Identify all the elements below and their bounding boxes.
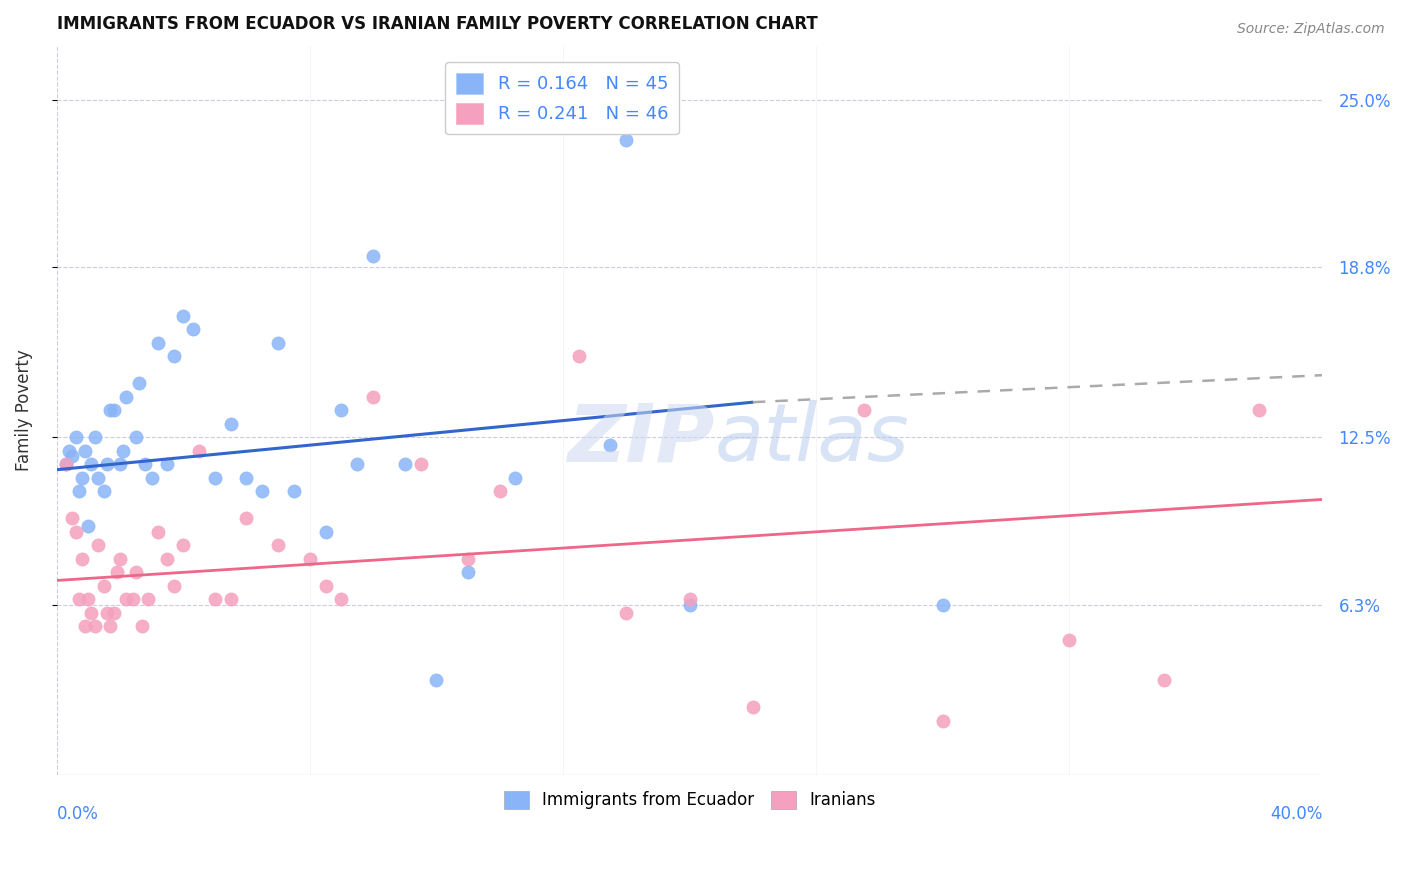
Point — [65, 430, 87, 444]
Legend: Immigrants from Ecuador, Iranians: Immigrants from Ecuador, Iranians — [495, 782, 884, 818]
Point — [138, 592, 160, 607]
Point — [1153, 673, 1175, 688]
Point — [80, 606, 103, 620]
Point — [103, 606, 125, 620]
Point — [128, 376, 150, 391]
Point — [931, 714, 953, 728]
Point — [346, 458, 368, 472]
Point — [599, 438, 621, 452]
Point — [108, 552, 131, 566]
Point — [112, 443, 135, 458]
Point — [70, 471, 93, 485]
Text: Source: ZipAtlas.com: Source: ZipAtlas.com — [1237, 22, 1385, 37]
Point — [67, 592, 90, 607]
Point — [172, 538, 194, 552]
Text: 40.0%: 40.0% — [1270, 805, 1323, 823]
Point — [488, 484, 510, 499]
Point — [1057, 632, 1080, 647]
Point — [678, 592, 700, 607]
Point — [219, 417, 242, 431]
Point — [330, 403, 353, 417]
Point — [100, 403, 122, 417]
Point — [283, 484, 305, 499]
Point — [156, 458, 179, 472]
Point — [146, 524, 169, 539]
Point — [131, 619, 153, 633]
Point — [457, 566, 479, 580]
Point — [65, 524, 87, 539]
Point — [115, 390, 138, 404]
Point — [163, 349, 186, 363]
Point — [235, 511, 257, 525]
Point — [58, 443, 80, 458]
Point — [298, 552, 321, 566]
Point — [505, 471, 527, 485]
Point — [103, 403, 125, 417]
Text: IMMIGRANTS FROM ECUADOR VS IRANIAN FAMILY POVERTY CORRELATION CHART: IMMIGRANTS FROM ECUADOR VS IRANIAN FAMIL… — [56, 15, 817, 33]
Point — [62, 449, 84, 463]
Point — [1249, 403, 1271, 417]
Point — [83, 430, 105, 444]
Text: 0.0%: 0.0% — [56, 805, 98, 823]
Point — [181, 322, 204, 336]
Point — [852, 403, 875, 417]
Point — [568, 349, 591, 363]
Point — [55, 458, 77, 472]
Point — [330, 592, 353, 607]
Point — [93, 579, 115, 593]
Point — [125, 430, 148, 444]
Point — [425, 673, 447, 688]
Point — [77, 592, 100, 607]
Point — [134, 458, 156, 472]
Point — [252, 484, 274, 499]
Point — [70, 552, 93, 566]
Point — [67, 484, 90, 499]
Point — [87, 538, 110, 552]
Point — [121, 592, 143, 607]
Point — [267, 335, 290, 350]
Text: ZIP: ZIP — [568, 401, 714, 478]
Point — [931, 598, 953, 612]
Point — [55, 458, 77, 472]
Point — [678, 598, 700, 612]
Point — [141, 471, 163, 485]
Point — [125, 566, 148, 580]
Point — [315, 524, 337, 539]
Point — [87, 471, 110, 485]
Point — [146, 335, 169, 350]
Point — [394, 458, 416, 472]
Point — [75, 443, 97, 458]
Point — [204, 471, 226, 485]
Point — [614, 606, 637, 620]
Point — [156, 552, 179, 566]
Point — [188, 443, 211, 458]
Point — [75, 619, 97, 633]
Point — [62, 511, 84, 525]
Point — [100, 619, 122, 633]
Point — [741, 700, 763, 714]
Point — [172, 309, 194, 323]
Point — [614, 133, 637, 147]
Point — [235, 471, 257, 485]
Point — [96, 458, 118, 472]
Point — [315, 579, 337, 593]
Y-axis label: Family Poverty: Family Poverty — [15, 350, 32, 471]
Point — [77, 519, 100, 533]
Point — [219, 592, 242, 607]
Point — [115, 592, 138, 607]
Text: atlas: atlas — [714, 401, 910, 478]
Point — [83, 619, 105, 633]
Point — [80, 458, 103, 472]
Point — [204, 592, 226, 607]
Point — [457, 552, 479, 566]
Point — [96, 606, 118, 620]
Point — [108, 458, 131, 472]
Point — [267, 538, 290, 552]
Point — [361, 249, 384, 263]
Point — [163, 579, 186, 593]
Point — [93, 484, 115, 499]
Point — [361, 390, 384, 404]
Point — [105, 566, 128, 580]
Point — [409, 458, 432, 472]
